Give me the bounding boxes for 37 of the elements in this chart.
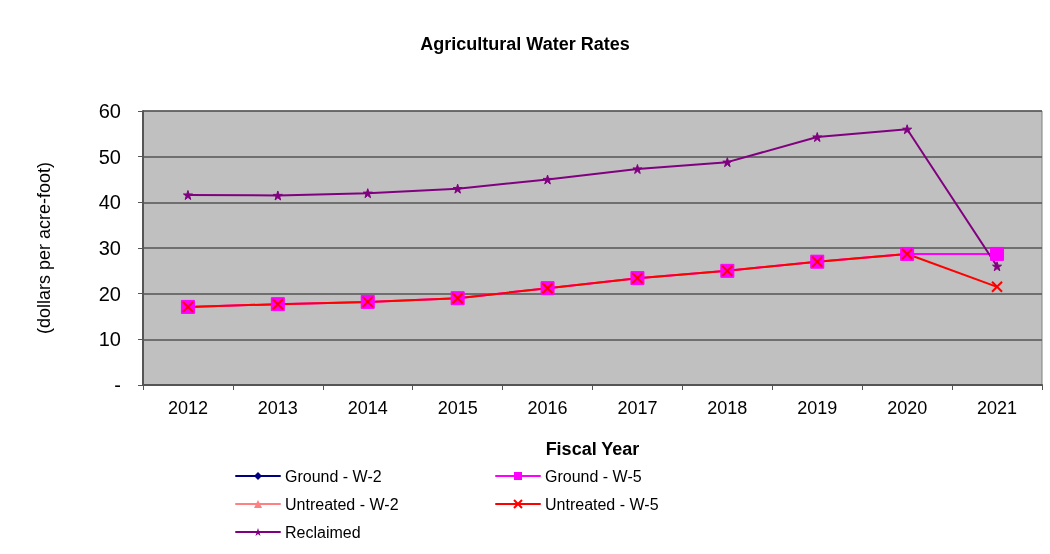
legend-label: Reclaimed (285, 523, 361, 541)
point (991, 280, 1004, 293)
point (722, 157, 733, 168)
x-tick-label: 2012 (167, 398, 208, 418)
chart-title: Agricultural Water Rates (420, 34, 630, 54)
x-tick-label: 2016 (527, 398, 568, 418)
y-tick-label: - (114, 374, 121, 396)
x-tick-label: 2020 (887, 398, 928, 418)
y-tick-label: 50 (98, 145, 121, 168)
y-tick-label: 60 (98, 100, 121, 122)
x-tick-label: 2017 (617, 398, 658, 418)
point (902, 124, 913, 135)
x-tick-label: 2018 (707, 398, 748, 418)
point (452, 183, 463, 194)
point (542, 174, 553, 185)
legend-label: Ground - W-5 (545, 467, 642, 485)
y-tick-label: 40 (98, 191, 121, 214)
point (182, 190, 193, 201)
y-tick-label: 30 (98, 237, 121, 259)
point (632, 164, 643, 174)
y-axis-title: (dollars per acre-foot) (34, 161, 54, 335)
x-tick-label: 2021 (977, 398, 1018, 418)
point (990, 246, 1005, 261)
x-axis-title: Fiscal Year (545, 439, 640, 459)
legend-label: Untreated - W-2 (285, 495, 399, 513)
legend-label: Ground - W-2 (285, 467, 382, 485)
point (992, 261, 1003, 272)
x-tick-label: 2019 (797, 398, 838, 418)
point (272, 190, 283, 201)
y-tick-label: 10 (98, 328, 121, 351)
legend-label: Untreated - W-5 (545, 495, 659, 513)
point (812, 132, 823, 143)
x-tick-label: 2014 (347, 398, 388, 418)
point (362, 188, 373, 199)
x-tick-label: 2015 (437, 398, 478, 418)
y-tick-label: 20 (98, 282, 121, 305)
x-tick-label: 2013 (257, 398, 298, 418)
